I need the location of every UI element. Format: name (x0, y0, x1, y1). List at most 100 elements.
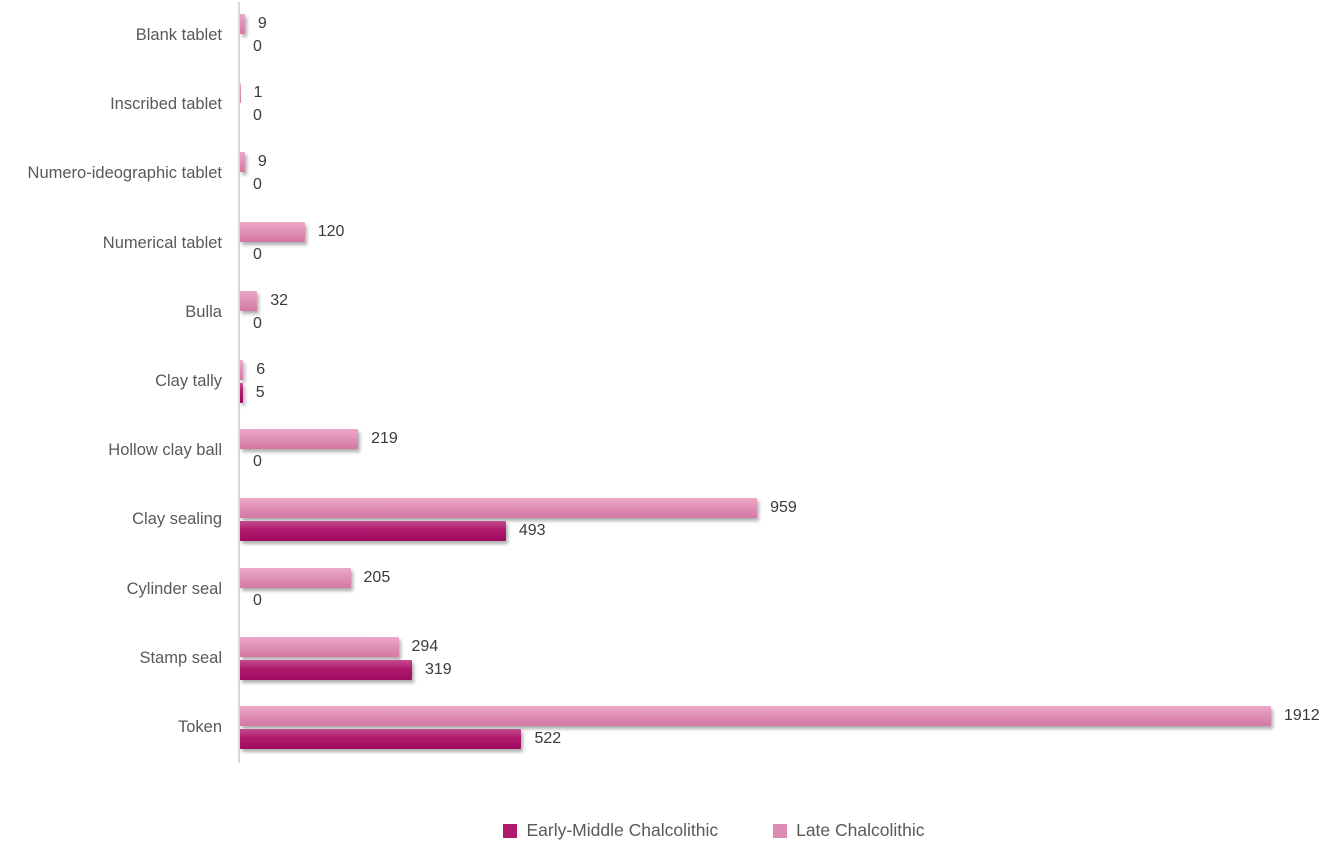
bar-early-middle-chalcolithic: 522 (240, 728, 1328, 749)
bar-segment (240, 498, 758, 519)
bar-segment (240, 636, 399, 657)
bar-group: 219 0 (240, 429, 1328, 472)
chart-row: Cylinder seal 205 0 (0, 555, 1328, 624)
value-label: 6 (256, 361, 266, 379)
category-label: Numerical tablet (102, 233, 222, 252)
category-label: Clay sealing (132, 510, 222, 529)
bar-group: 205 0 (240, 567, 1328, 611)
category-label: Clay tally (155, 372, 222, 391)
bar-segment (240, 705, 1271, 726)
chart-row: Inscribed tablet 1 0 (0, 70, 1328, 139)
bar-segment (240, 728, 522, 749)
bar-early-middle-chalcolithic: 493 (240, 521, 1328, 542)
value-label: 522 (534, 729, 562, 747)
value-label: 0 (253, 453, 262, 471)
bar-early-middle-chalcolithic: 0 (240, 245, 1328, 265)
legend-label-early-middle-chalcolithic: Early-Middle Chalcolithic (526, 820, 719, 840)
legend-swatch-late-chalcolithic-icon (773, 823, 788, 838)
category-label: Bulla (185, 302, 222, 321)
value-label: 959 (770, 499, 797, 517)
value-label: 493 (518, 522, 546, 540)
legend-swatch-early-middle-chalcolithic-icon (503, 823, 518, 838)
bar-segment (240, 152, 245, 173)
category-label: Stamp seal (139, 648, 222, 667)
value-label: 5 (255, 384, 265, 402)
value-label: 0 (253, 314, 262, 332)
bar-late-chalcolithic: 32 (240, 290, 1328, 311)
bar-group: 1912 522 (240, 705, 1328, 749)
bar-early-middle-chalcolithic: 5 (240, 383, 1328, 404)
bar-segment (240, 360, 244, 381)
chart-row: Blank tablet 9 0 (0, 1, 1328, 70)
bar-segment (240, 429, 359, 450)
category-label: Inscribed tablet (110, 95, 222, 114)
bar-segment (240, 521, 506, 542)
plot-area: Blank tablet 9 0 Inscribed tablet 1 0 Numero-i… (0, 1, 1328, 762)
value-label: 205 (363, 568, 391, 586)
bar-late-chalcolithic: 959 (240, 498, 1328, 519)
chart-row: Clay tally 6 5 (0, 347, 1328, 416)
bar-early-middle-chalcolithic: 0 (240, 591, 1328, 611)
category-axis-line (238, 2, 240, 763)
bar-early-middle-chalcolithic: 0 (240, 452, 1328, 472)
value-label: 319 (425, 660, 452, 678)
value-label: 9 (257, 153, 267, 171)
bar-late-chalcolithic: 9 (240, 14, 1328, 35)
bar-early-middle-chalcolithic: 0 (240, 37, 1328, 57)
bar-group: 120 0 (240, 221, 1328, 265)
bar-group: 959 493 (240, 498, 1328, 542)
bar-early-middle-chalcolithic: 0 (240, 175, 1328, 195)
category-label: Cylinder seal (126, 579, 222, 598)
legend-item-early-middle-chalcolithic: Early-Middle Chalcolithic (503, 820, 718, 841)
bar-late-chalcolithic: 294 (240, 636, 1328, 657)
bar-segment (240, 221, 305, 242)
value-label: 0 (253, 591, 262, 609)
bar-segment (240, 567, 351, 588)
chart-row: Numerical tablet 120 0 (0, 209, 1328, 278)
chart-row: Numero-ideographic tablet 9 0 (0, 139, 1328, 208)
chart-row: Hollow clay ball 219 0 (0, 416, 1328, 485)
category-label: Token (177, 717, 222, 736)
bar-segment (240, 83, 241, 104)
value-label: 1 (253, 84, 263, 102)
bar-segment (240, 290, 258, 311)
bar-late-chalcolithic: 1912 (240, 705, 1328, 726)
bar-late-chalcolithic: 205 (240, 567, 1328, 588)
bar-early-middle-chalcolithic: 319 (240, 659, 1328, 680)
category-label: Blank tablet (135, 26, 222, 45)
bar-segment (240, 659, 412, 680)
chart-row: Token 1912 522 (0, 693, 1328, 762)
bar-late-chalcolithic: 219 (240, 429, 1328, 450)
legend-item-late-chalcolithic: Late Chalcolithic (773, 820, 925, 841)
chart-row: Bulla 32 0 (0, 278, 1328, 347)
legend-label-late-chalcolithic: Late Chalcolithic (796, 820, 925, 840)
value-label: 0 (253, 245, 262, 263)
value-label: 0 (253, 38, 262, 56)
bar-group: 294 319 (240, 636, 1328, 680)
value-label: 32 (270, 291, 289, 309)
bar-late-chalcolithic: 120 (240, 221, 1328, 242)
value-label: 1912 (1284, 706, 1320, 724)
bar-late-chalcolithic: 9 (240, 152, 1328, 173)
value-label: 120 (317, 222, 345, 240)
chart-row: Stamp seal 294 319 (0, 624, 1328, 693)
value-label: 219 (371, 430, 398, 448)
bar-early-middle-chalcolithic: 0 (240, 106, 1328, 126)
value-label: 0 (253, 176, 262, 194)
bar-late-chalcolithic: 1 (240, 83, 1328, 104)
bar-segment (240, 383, 243, 404)
bar-early-middle-chalcolithic: 0 (240, 314, 1328, 334)
value-label: 9 (257, 15, 267, 33)
value-label: 294 (411, 637, 439, 655)
category-label: Numero-ideographic tablet (27, 164, 222, 183)
category-label: Hollow clay ball (108, 441, 222, 460)
value-label: 0 (253, 107, 262, 125)
chart-row: Clay sealing 959 493 (0, 485, 1328, 554)
bar-late-chalcolithic: 6 (240, 360, 1328, 381)
legend: Early-Middle Chalcolithic Late Chalcolit… (0, 820, 1328, 841)
